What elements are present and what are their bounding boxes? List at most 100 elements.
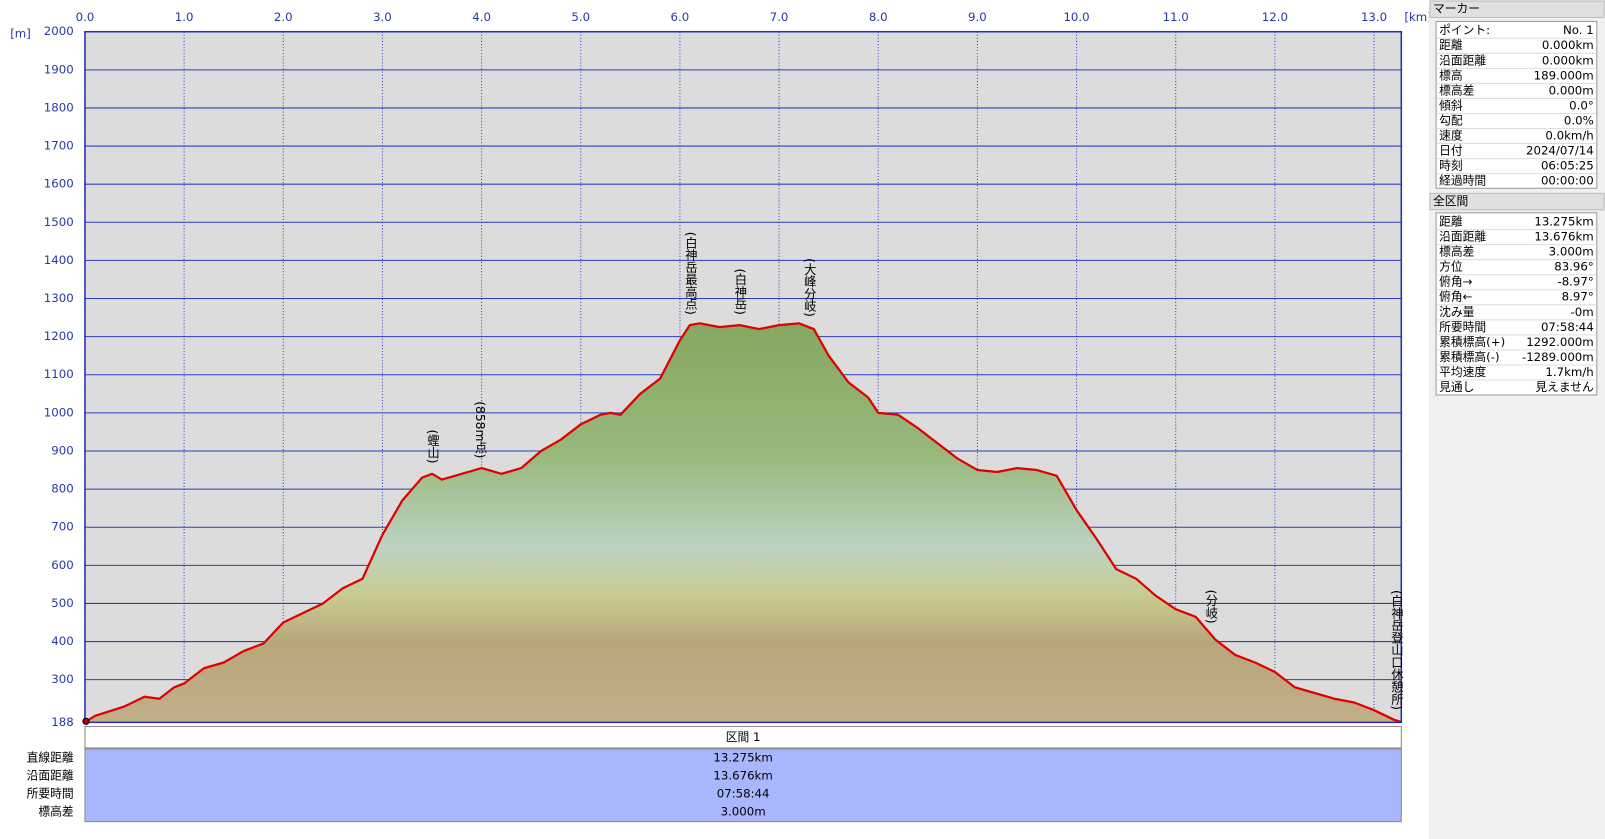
- x-tick-label: 11.0: [1163, 10, 1189, 24]
- section-row-value: 3.000m: [721, 804, 766, 818]
- panel-key: 距離: [1439, 215, 1463, 229]
- panel-key: 方位: [1439, 260, 1463, 274]
- panel-key: 経過時間: [1439, 174, 1486, 188]
- section-header: [84, 725, 1402, 749]
- section-row-label: 直線距離: [27, 751, 74, 765]
- y-tick-label: 2000: [44, 24, 74, 38]
- waypoint-label: (蟶山): [426, 429, 440, 463]
- elevation-line: [84, 322, 1402, 724]
- panel-key: 平均速度: [1439, 365, 1486, 379]
- x-tick-label: 9.0: [968, 10, 987, 24]
- x-tick-label: 5.0: [571, 10, 590, 24]
- panel-key: 累積標高(-): [1439, 350, 1499, 364]
- y-tick-label: 700: [51, 520, 73, 534]
- x-tick-label: 7.0: [770, 10, 789, 24]
- x-tick-label: 1.0: [175, 10, 194, 24]
- x-tick-label: 12.0: [1262, 10, 1288, 24]
- y-tick-label: 800: [51, 482, 73, 496]
- panel-key: 日付: [1439, 144, 1463, 158]
- panel-value: -8.97°: [1557, 275, 1593, 289]
- panel-value: 13.676km: [1534, 230, 1593, 244]
- start-marker[interactable]: [82, 717, 90, 725]
- y-tick-label: 600: [51, 558, 73, 572]
- panel-value: -0m: [1571, 305, 1594, 319]
- panel-value: 06:05:25: [1541, 159, 1594, 173]
- panel-key: 標高差: [1439, 245, 1475, 259]
- panel-key: 所要時間: [1439, 320, 1486, 334]
- y-tick-label: 1300: [44, 291, 74, 305]
- panel-value: 8.97°: [1562, 290, 1594, 304]
- x-tick-label: 13.0: [1361, 10, 1387, 24]
- panel-key: 勾配: [1439, 113, 1463, 127]
- y-tick-label: 1000: [44, 405, 74, 419]
- y-tick-label: 1100: [44, 367, 74, 381]
- panel-value: 見えません: [1535, 380, 1594, 394]
- panel-key: 標高: [1439, 68, 1463, 82]
- waypoint-label: (分岐): [1204, 590, 1218, 624]
- panel-value: 83.96°: [1554, 260, 1594, 274]
- x-tick-label: 6.0: [671, 10, 690, 24]
- section-body: [84, 748, 1402, 823]
- panel-key: 俯角←: [1439, 290, 1473, 304]
- panel-value: -1289.000m: [1522, 350, 1594, 364]
- panel-key: 沈み量: [1439, 305, 1475, 319]
- y-tick-label: 1400: [44, 253, 74, 267]
- panel-value: 0.000km: [1542, 38, 1594, 52]
- marker-table: [1435, 20, 1598, 189]
- panel-key: 見通し: [1439, 380, 1474, 394]
- section-row-label: 所要時間: [27, 786, 74, 800]
- section-row-value: 13.676km: [713, 769, 772, 783]
- panel-value: 07:58:44: [1541, 320, 1594, 334]
- panel-value: 1.7km/h: [1545, 365, 1593, 379]
- y-tick-label: 1200: [44, 329, 74, 343]
- panel-key: 標高差: [1439, 83, 1475, 97]
- x-tick-label: 10.0: [1063, 10, 1089, 24]
- panel-value: 0.000km: [1542, 53, 1594, 67]
- y-tick-label: 1700: [44, 139, 74, 153]
- y-tick-label: 188: [51, 715, 73, 729]
- panel-key: 傾斜: [1439, 98, 1463, 112]
- section-title: 区間 1: [726, 730, 761, 744]
- waypoint-label: (858m点): [473, 401, 487, 458]
- waypoint-label: (白神岳): [733, 269, 747, 315]
- panel-value: 189.000m: [1534, 68, 1594, 82]
- x-tick-label: 3.0: [373, 10, 392, 24]
- panel-value: 2024/07/14: [1526, 144, 1594, 158]
- y-axis-unit: [m]: [10, 26, 31, 40]
- waypoint-label: (白神岳最高点): [683, 232, 697, 315]
- panel-title: 全区間: [1433, 194, 1468, 208]
- x-tick-label: 4.0: [472, 10, 491, 24]
- y-tick-label: 1800: [44, 100, 74, 114]
- plot-border: [84, 30, 1403, 724]
- waypoint-label: (大峰分岐): [802, 258, 816, 317]
- waypoint-label: (白神岳登山口休憩所): [1389, 590, 1403, 710]
- panel-value: 0.0°: [1569, 98, 1594, 112]
- panel-value: 1292.000m: [1526, 335, 1594, 349]
- x-tick-label: 2.0: [274, 10, 293, 24]
- elevation-area: [84, 323, 1402, 723]
- panel-key: 沿面距離: [1439, 230, 1486, 244]
- x-tick-label: 0.0: [76, 10, 95, 24]
- y-tick-label: 400: [51, 634, 73, 648]
- panel-title: マーカー: [1433, 2, 1480, 16]
- panel-value: 00:00:00: [1541, 174, 1594, 188]
- panel-header[interactable]: [1429, 0, 1605, 18]
- panel-key: 累積標高(+): [1439, 335, 1505, 349]
- panel-key: 速度: [1439, 128, 1463, 142]
- panel-key: 時刻: [1439, 159, 1463, 173]
- panel-header[interactable]: [1429, 192, 1605, 211]
- panel-value: 13.275km: [1534, 215, 1593, 229]
- panel-value: 3.000m: [1549, 245, 1594, 259]
- y-tick-label: 300: [51, 672, 73, 686]
- panel-key: 沿面距離: [1439, 53, 1486, 67]
- panel-key: 俯角→: [1439, 275, 1473, 289]
- panel-value: 0.000m: [1549, 83, 1594, 97]
- panel-value: 0.0km/h: [1545, 128, 1593, 142]
- y-tick-label: 500: [51, 596, 73, 610]
- y-tick-label: 1600: [44, 177, 74, 191]
- section-row-label: 標高差: [38, 804, 74, 818]
- section-row-value: 07:58:44: [717, 786, 770, 800]
- x-tick-label: 8.0: [869, 10, 888, 24]
- x-axis-unit: [km]: [1404, 10, 1431, 24]
